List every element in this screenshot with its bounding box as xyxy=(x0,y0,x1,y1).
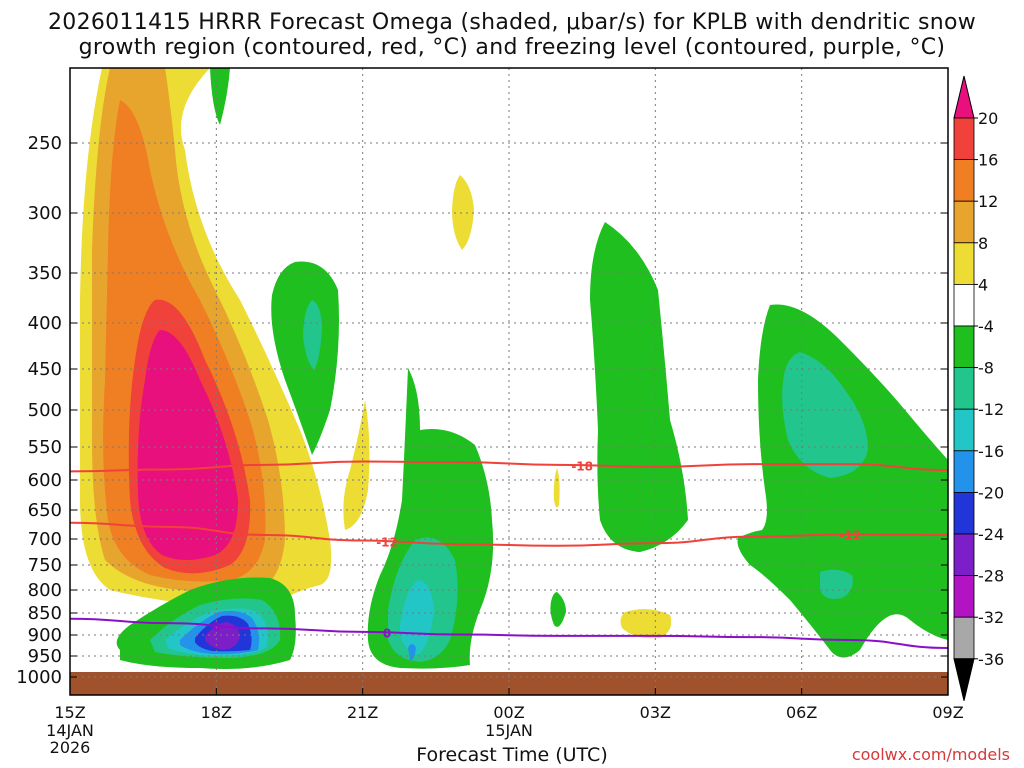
omega-region-neg8 xyxy=(820,569,853,599)
omega-region-neg12 xyxy=(400,580,434,655)
colorbar-band xyxy=(953,325,975,368)
colorbar-label: -36 xyxy=(978,650,1004,669)
colorbar-label: 12 xyxy=(978,192,998,211)
colorbar-top-arrow xyxy=(953,75,975,119)
y-tick-label: 750 xyxy=(28,555,62,576)
y-tick-label: 1000 xyxy=(16,667,62,688)
colorbar-band xyxy=(953,117,975,160)
y-tick-label: 350 xyxy=(28,263,62,284)
x-tick-label: 21Z xyxy=(347,703,378,722)
omega-region-neg4 xyxy=(590,222,688,552)
contour-dgz-minus-12 xyxy=(69,521,949,547)
y-tick-label: 950 xyxy=(28,646,62,667)
contour-label: -12 xyxy=(840,528,862,542)
colorbar-band xyxy=(953,367,975,410)
omega-region-4 xyxy=(452,175,474,250)
colorbar-label: -12 xyxy=(978,400,1004,419)
x-tick-label: 09Z xyxy=(932,703,963,722)
omega-region-neg4 xyxy=(737,304,948,658)
colorbar-band xyxy=(953,242,975,285)
x-tick-label: 18Z xyxy=(201,703,232,722)
y-tick-label: 700 xyxy=(28,529,62,550)
colorbar-label: -16 xyxy=(978,442,1004,461)
omega-region-4 xyxy=(553,468,560,508)
temperature-contours: -18 -12 -12 0 0 xyxy=(69,459,949,650)
credit-text: coolwx.com/models xyxy=(851,745,1010,764)
omega-region-neg8 xyxy=(303,300,322,370)
x-tick-sublabel: 15JAN xyxy=(485,721,533,740)
colorbar-label: 20 xyxy=(978,109,998,128)
colorbar-band xyxy=(953,616,975,660)
omega-region-neg4 xyxy=(210,68,230,125)
y-tick-label: 600 xyxy=(28,470,62,491)
colorbar-label: 4 xyxy=(978,275,988,294)
colorbar-label: 16 xyxy=(978,151,998,170)
chart-title-line2: growth region (contoured, red, °C) and f… xyxy=(78,35,946,60)
colorbar-band xyxy=(953,575,975,618)
y-tick-label: 800 xyxy=(28,580,62,601)
colorbar-band xyxy=(953,283,975,327)
colorbar-band xyxy=(953,491,975,535)
colorbar-label: -28 xyxy=(978,567,1004,586)
omega-region-neg24 xyxy=(205,622,240,650)
x-tick-label: 15Z xyxy=(54,703,85,722)
contour-label: 0 xyxy=(383,627,391,641)
contour-label: -18 xyxy=(571,459,593,473)
y-tick-label: 650 xyxy=(28,500,62,521)
colorbar-label: 8 xyxy=(978,234,988,253)
omega-shading xyxy=(80,68,948,669)
colorbar-label: -32 xyxy=(978,608,1004,627)
contour-label: -12 xyxy=(376,535,398,549)
y-tick-label: 400 xyxy=(28,313,62,334)
y-tick-label: 500 xyxy=(28,400,62,421)
x-tick-sublabel: 14JAN xyxy=(46,721,94,740)
x-tick-sublabel: 2026 xyxy=(50,738,91,757)
x-tick-label: 00Z xyxy=(493,703,524,722)
omega-region-neg4 xyxy=(271,261,339,455)
omega-region-4 xyxy=(620,609,672,639)
colorbar-label: -20 xyxy=(978,483,1004,502)
y-tick-label: 450 xyxy=(28,359,62,380)
y-tick-label: 550 xyxy=(28,437,62,458)
colorbar-band xyxy=(953,200,975,244)
chart-title-line1: 2026011415 HRRR Forecast Omega (shaded, … xyxy=(47,10,977,35)
contour-label: 0 xyxy=(212,620,220,634)
contour-freezing-level-0 xyxy=(69,617,949,650)
x-axis-title: Forecast Time (UTC) xyxy=(416,744,608,766)
x-tick-label: 03Z xyxy=(640,703,671,722)
y-tick-label: 850 xyxy=(28,603,62,624)
colorbar-label: -8 xyxy=(978,359,994,378)
y-tick-label: 900 xyxy=(28,625,62,646)
omega-region-20 xyxy=(137,330,238,560)
colorbar: 20 16 12 8 4 -4 -8 -12 -16 -20 -24 -28 -32 -36 xyxy=(953,75,1004,701)
y-tick-label: 300 xyxy=(28,203,62,224)
y-axis: 2503003504004505005506006507007508008509… xyxy=(16,133,948,688)
colorbar-bottom-arrow xyxy=(953,658,975,701)
omega-region-neg4 xyxy=(550,592,566,627)
colorbar-label: -24 xyxy=(978,525,1004,544)
colorbar-band xyxy=(953,450,975,493)
colorbar-band xyxy=(953,533,975,576)
grid-lines xyxy=(69,68,949,695)
ground-surface xyxy=(70,672,948,695)
contour-dgz-minus-18 xyxy=(69,460,949,473)
colorbar-label: -4 xyxy=(978,317,994,336)
omega-region-4 xyxy=(343,400,370,530)
y-tick-label: 250 xyxy=(28,133,62,154)
colorbar-band xyxy=(953,159,975,202)
x-tick-label: 06Z xyxy=(786,703,817,722)
colorbar-band xyxy=(953,408,975,452)
